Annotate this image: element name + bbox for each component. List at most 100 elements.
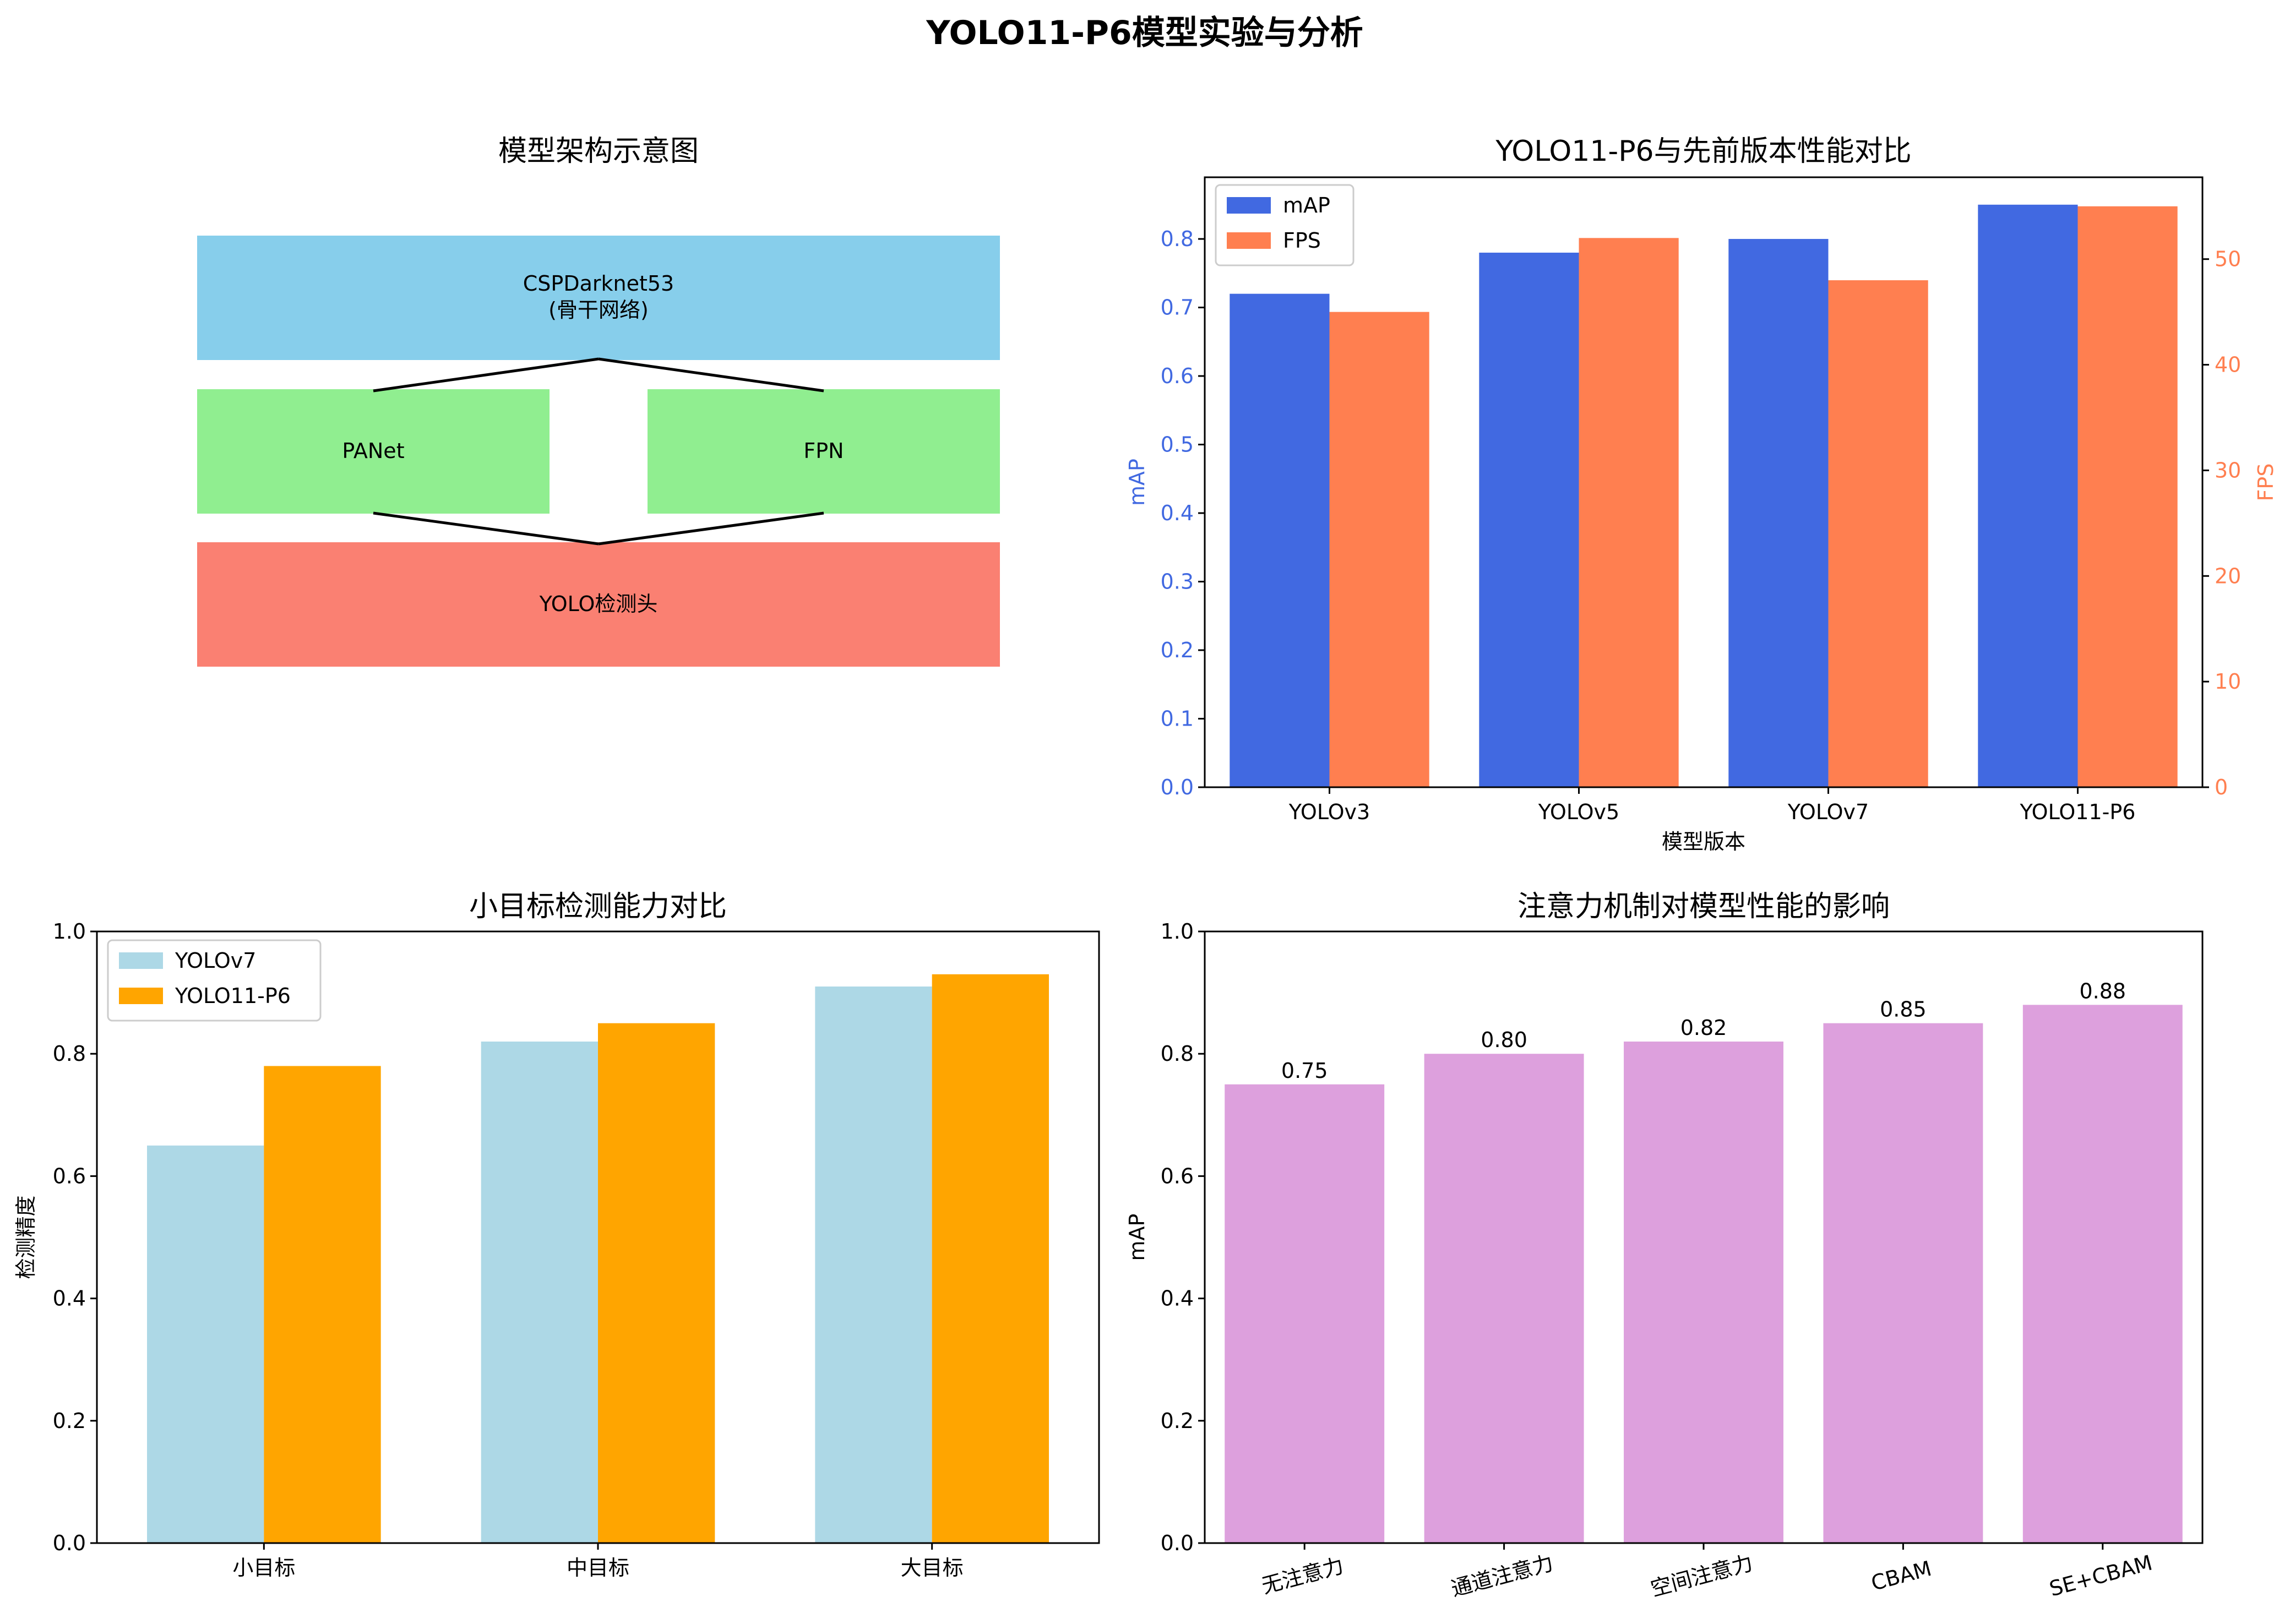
attention-bar bbox=[1823, 1023, 1983, 1543]
architecture-diagram: 模型架构示意图 CSPDarknet53 (骨干网络) PANet FPN YO… bbox=[197, 135, 1000, 667]
x-tick-label: 小目标 bbox=[232, 1556, 295, 1580]
y-tick-label: 0.2 bbox=[53, 1409, 86, 1433]
plot-frame bbox=[1204, 176, 2204, 788]
connector-line bbox=[373, 357, 599, 393]
map-bar bbox=[1728, 239, 1829, 788]
bar-value-label: 0.85 bbox=[1880, 998, 1927, 1022]
x-tick-label: YOLO11-P6 bbox=[2020, 800, 2136, 824]
performance-chart: YOLO11-P6与先前版本性能对比 YOLOv3 YOLOv5 YOLOv7 YOLO… bbox=[1125, 135, 2278, 854]
detection-head-box bbox=[197, 542, 1000, 667]
figure-suptitle: YOLO11-P6模型实验与分析 bbox=[926, 14, 1363, 52]
legend: YOLOv7 YOLO11-P6 bbox=[107, 939, 322, 1022]
x-axis-label: 模型版本 bbox=[1662, 830, 1745, 854]
yolo11-p6-bar bbox=[264, 1066, 381, 1543]
x-tick-label: YOLOv3 bbox=[1288, 800, 1370, 824]
x-tick-label: 中目标 bbox=[567, 1556, 629, 1580]
attention-bar bbox=[2022, 1005, 2183, 1543]
performance-title: YOLO11-P6与先前版本性能对比 bbox=[1495, 135, 1911, 168]
attention-chart: 注意力机制对模型性能的影响 0.75 无注意力 0.80 通道注意力 0.82 空间注意力 0… bbox=[1125, 890, 2204, 1601]
connector-line bbox=[598, 511, 824, 546]
attention-title: 注意力机制对模型性能的影响 bbox=[1517, 890, 1890, 923]
fps-bar bbox=[2077, 206, 2178, 787]
bar-value-label: 0.75 bbox=[1281, 1059, 1328, 1083]
y-tick-label: 0.6 bbox=[1161, 364, 1194, 388]
y-tick-label: 0.4 bbox=[1161, 1287, 1194, 1311]
legend: mAP FPS bbox=[1215, 184, 1355, 266]
architecture-title: 模型架构示意图 bbox=[498, 135, 699, 168]
map-bar bbox=[1230, 293, 1330, 787]
legend-label: FPS bbox=[1283, 228, 1321, 253]
yolov7-bar bbox=[147, 1145, 264, 1543]
y-tick-label: 1.0 bbox=[53, 919, 86, 944]
x-tick-label: 空间注意力 bbox=[1648, 1551, 1755, 1601]
fpn-box bbox=[648, 389, 1000, 514]
y-tick-label: 0.2 bbox=[1161, 1409, 1194, 1433]
y2-axis-label: FPS bbox=[2254, 464, 2278, 502]
bar-value-label: 0.80 bbox=[1481, 1028, 1527, 1052]
map-bar bbox=[1479, 252, 1579, 787]
yolo11-p6-bar bbox=[598, 1023, 715, 1543]
y2-tick-label: 0 bbox=[2215, 775, 2228, 799]
fpn-label: FPN bbox=[803, 439, 844, 463]
plot-frame bbox=[1204, 930, 2204, 1544]
x-tick-label: CBAM bbox=[1869, 1556, 1934, 1595]
y2-tick-label: 10 bbox=[2215, 669, 2241, 694]
y-axis-label: mAP bbox=[1125, 1214, 1149, 1261]
bar-value-label: 0.82 bbox=[1680, 1016, 1727, 1040]
y-tick-label: 0.1 bbox=[1161, 707, 1194, 731]
legend-label: mAP bbox=[1283, 193, 1330, 217]
y-tick-label: 0.8 bbox=[1161, 1042, 1194, 1066]
y-tick-label: 0.5 bbox=[1161, 433, 1194, 457]
y-tick-label: 0.4 bbox=[53, 1287, 86, 1311]
panet-box bbox=[197, 389, 550, 514]
yolo11-p6-bar bbox=[932, 974, 1049, 1543]
bar-value-label: 0.88 bbox=[2079, 979, 2126, 1003]
small-object-title: 小目标检测能力对比 bbox=[469, 890, 727, 923]
detection-head-label: YOLO检测头 bbox=[539, 592, 658, 616]
backbone-sublabel: (骨干网络) bbox=[548, 298, 649, 322]
x-tick-label: YOLOv5 bbox=[1538, 800, 1619, 824]
legend-label: YOLOv7 bbox=[175, 949, 256, 973]
y2-tick-label: 20 bbox=[2215, 564, 2241, 588]
x-tick-label: 通道注意力 bbox=[1449, 1551, 1556, 1601]
y2-tick-label: 40 bbox=[2215, 353, 2241, 377]
backbone-label: CSPDarknet53 bbox=[523, 271, 674, 296]
y-tick-label: 0.7 bbox=[1161, 296, 1194, 320]
connector-line bbox=[373, 511, 599, 546]
y-tick-label: 0.2 bbox=[1161, 638, 1194, 662]
legend-swatch bbox=[1227, 232, 1271, 249]
y2-tick-label: 50 bbox=[2215, 247, 2241, 271]
y-tick-label: 0.8 bbox=[53, 1042, 86, 1066]
connector-line bbox=[598, 357, 824, 393]
fps-bar bbox=[1828, 280, 1928, 787]
x-tick-label: 大目标 bbox=[901, 1556, 964, 1580]
y-axis-label: 检测精度 bbox=[14, 1195, 38, 1279]
yolov7-bar bbox=[815, 986, 932, 1543]
y-tick-label: 0.3 bbox=[1161, 570, 1194, 594]
panet-label: PANet bbox=[342, 439, 404, 463]
y-tick-label: 1.0 bbox=[1161, 919, 1194, 944]
y-tick-label: 0.6 bbox=[53, 1164, 86, 1188]
x-tick-label: YOLOv7 bbox=[1787, 800, 1869, 824]
x-tick-label: 无注意力 bbox=[1259, 1554, 1346, 1599]
attention-bar bbox=[1624, 1041, 1783, 1543]
attention-bar bbox=[1424, 1054, 1584, 1543]
attention-bar bbox=[1225, 1084, 1385, 1543]
fps-bar bbox=[1579, 238, 1679, 788]
y2-tick-label: 30 bbox=[2215, 458, 2241, 482]
y-tick-label: 0.4 bbox=[1161, 501, 1194, 525]
y-axis-label: mAP bbox=[1125, 459, 1149, 506]
y-tick-label: 0.0 bbox=[1161, 1531, 1194, 1555]
legend-swatch bbox=[1227, 197, 1271, 214]
backbone-box bbox=[197, 236, 1000, 360]
y-tick-label: 0.6 bbox=[1161, 1164, 1194, 1188]
legend-swatch bbox=[119, 988, 163, 1004]
y-tick-label: 0.8 bbox=[1161, 227, 1194, 251]
y-tick-label: 0.0 bbox=[1161, 775, 1194, 799]
yolov7-bar bbox=[481, 1041, 598, 1543]
legend-label: YOLO11-P6 bbox=[175, 984, 291, 1008]
plot-frame bbox=[96, 930, 1100, 1544]
y-tick-label: 0.0 bbox=[53, 1531, 86, 1555]
